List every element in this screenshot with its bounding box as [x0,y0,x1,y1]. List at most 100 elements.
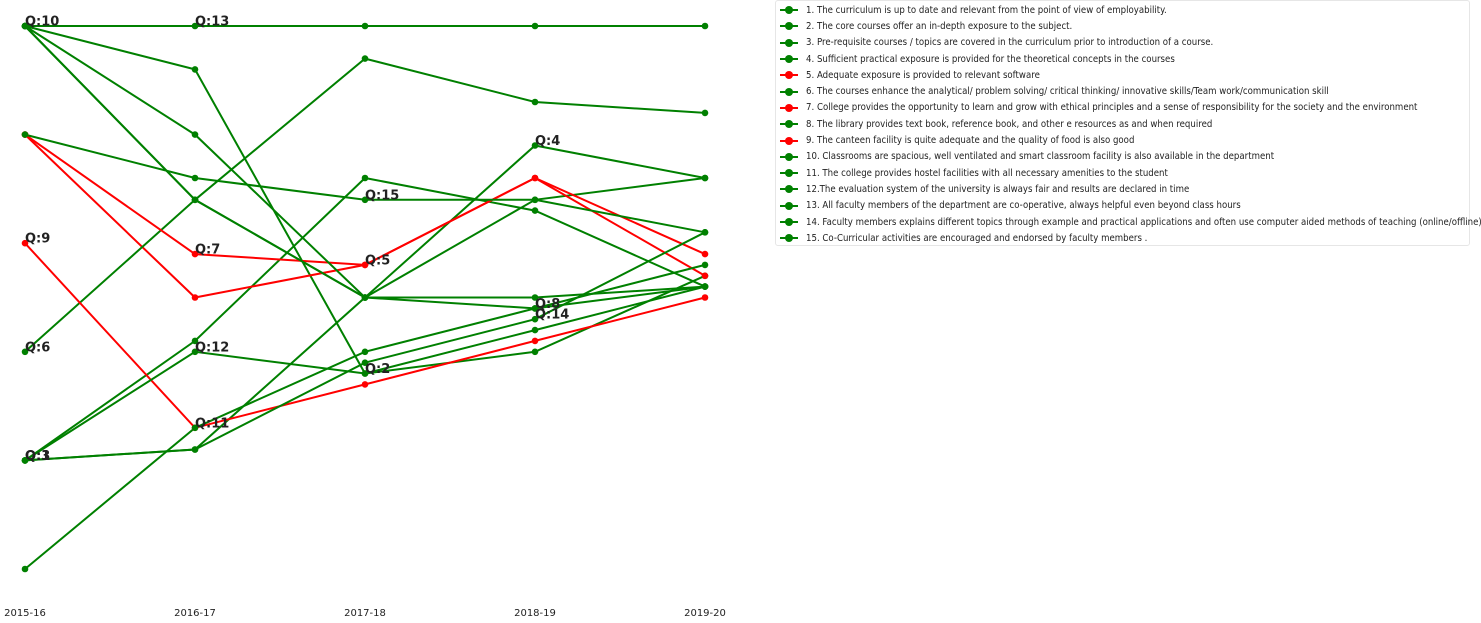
point-label: Q:13 [195,15,229,30]
legend-label: 13. All faculty members of the departmen… [806,200,1241,212]
data-point-13-4 [531,22,539,30]
legend-label: 7. College provides the opportunity to l… [806,102,1418,114]
point-label: Q:1 [25,449,50,464]
data-point-4-5 [701,174,709,182]
data-point-9-4 [531,337,539,345]
legend-item: 15. Co-Curricular activities are encoura… [776,230,1469,246]
legend-label: 3. Pre-requisite courses / topics are co… [806,37,1214,49]
legend-marker-icon [780,103,798,113]
data-point-6-5 [701,109,709,117]
point-label: Q:5 [365,253,390,268]
data-point-9-1 [21,239,29,247]
legend-item: 11. The college provides hostel faciliti… [776,165,1469,181]
point-label: Q:10 [25,15,59,30]
legend-item: 6. The courses enhance the analytical/ p… [776,83,1469,99]
point-label: Q:3 [25,449,50,464]
series-line-9 [24,242,706,429]
legend-item: 4. Sufficient practical exposure is prov… [776,51,1469,67]
data-point-9-5 [701,294,709,301]
data-point-8-5 [701,261,709,269]
legend-label: 9. The canteen facility is quite adequat… [806,135,1135,147]
data-point-9-3 [361,381,369,388]
legend-item: 2. The core courses offer an in-depth ex… [776,18,1469,34]
point-label: Q:14 [535,308,569,323]
legend-marker-icon [780,136,798,146]
data-point-5-2 [191,294,199,301]
legend-label: 6. The courses enhance the analytical/ p… [806,86,1329,98]
x-tick-label: 2018-19 [514,608,556,619]
data-point-11-3 [361,348,369,356]
data-point-5-5 [701,272,709,280]
legend-item: 3. Pre-requisite courses / topics are co… [776,35,1469,51]
legend-label: 14. Faculty members explains different t… [806,216,1481,228]
data-point-3-2 [191,337,199,345]
data-point-11-4 [531,305,539,312]
legend-marker-icon [780,233,798,243]
point-label: Q:11 [195,416,229,431]
data-point-7-4 [531,174,539,182]
legend-marker-icon [780,152,798,162]
data-point-6-1 [21,348,29,356]
line-chart-plot: Q:10 Q:6 Q:9 Q:3Q:1 Q:13 Q:12 Q:7 Q:11 Q:15 Q:5 Q:… [4,15,726,620]
legend-marker-icon [780,54,798,64]
data-point-15-4 [531,196,539,204]
data-point-14-4 [531,315,539,323]
data-point-8-2 [191,196,199,204]
data-point-14-3 [361,359,369,367]
legend-marker-icon [780,184,798,194]
data-point-10-3 [361,294,369,301]
legend-label: 2. The core courses offer an in-depth ex… [806,20,1073,32]
data-point-7-3 [361,261,369,269]
series-line-3 [24,176,706,462]
legend-label: 8. The library provides text book, refer… [806,118,1213,130]
legend-marker-icon [780,201,798,211]
series-line-11 [24,285,706,570]
x-tick-label: 2019-20 [684,608,726,619]
data-point-3-4 [531,207,539,214]
data-point-11-2 [191,424,199,432]
legend-label: 4. Sufficient practical exposure is prov… [806,53,1175,65]
data-point-15-2 [191,174,199,182]
data-point-12-3 [361,370,369,377]
point-label: Q:12 [195,340,229,355]
data-point-14-1 [21,457,29,464]
data-point-15-1 [21,131,29,138]
legend-label: 5. Adequate exposure is provided to rele… [806,69,1040,81]
legend-marker-icon [780,87,798,97]
data-point-15-5 [701,229,709,236]
x-tick-label: 2016-17 [174,608,216,619]
point-label: Q:8 [535,297,560,312]
legend: 1. The curriculum is up to date and rele… [775,0,1481,246]
data-point-6-4 [531,98,539,106]
data-point-14-2 [191,446,199,453]
legend-label: 12.The evaluation system of the universi… [806,183,1190,195]
legend-item: 14. Faculty members explains different t… [776,214,1481,230]
data-point-11-1 [21,565,29,573]
data-point-12-4 [531,326,539,334]
legend-marker-icon [780,38,798,48]
legend-marker-icon [780,21,798,31]
data-point-2-4 [531,348,539,356]
legend-label: 15. Co-Curricular activities are encoura… [806,232,1148,244]
data-point-6-3 [361,55,369,62]
data-point-4-4 [531,142,539,149]
data-point-2-2 [191,66,199,73]
legend-label: 11. The college provides hostel faciliti… [806,167,1168,179]
x-tick-label: 2015-16 [4,608,46,619]
data-point-10-2 [191,131,199,138]
legend-item: 12.The evaluation system of the universi… [776,181,1469,197]
legend-marker-icon [780,217,798,227]
legend-marker-icon [780,168,798,178]
data-point-13-1 [21,22,29,30]
legend-marker-icon [780,119,798,129]
legend-item: 1. The curriculum is up to date and rele… [776,2,1469,18]
data-point-13-2 [191,22,199,30]
legend-item: 13. All faculty members of the departmen… [776,198,1469,214]
x-tick-label: 2017-18 [344,608,386,619]
legend-item: 7. College provides the opportunity to l… [776,100,1469,116]
data-point-12-2 [191,348,199,356]
point-label: Q:6 [25,340,50,355]
point-label: Q:7 [195,243,220,258]
data-point-7-2 [191,250,199,258]
